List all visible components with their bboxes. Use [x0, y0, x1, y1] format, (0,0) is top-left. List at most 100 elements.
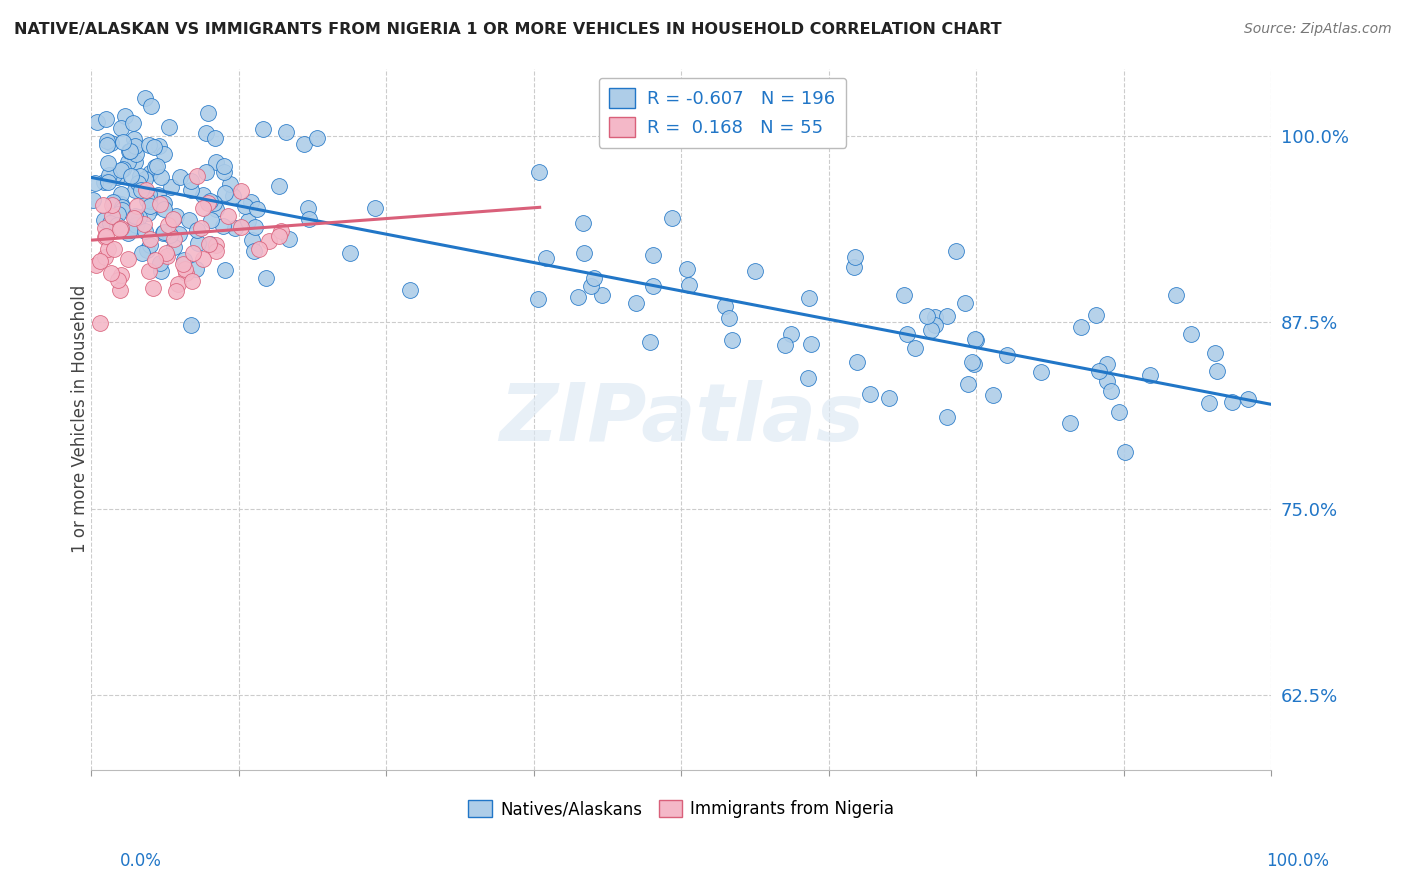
Point	[624, 295, 647, 310]
Point	[149, 197, 172, 211]
Point	[307, 131, 329, 145]
Point	[135, 183, 157, 197]
Point	[163, 232, 186, 246]
Point	[96, 134, 118, 148]
Text: ZIPatlas: ZIPatlas	[499, 380, 863, 458]
Point	[94, 220, 117, 235]
Point	[111, 202, 134, 217]
Point	[800, 337, 823, 351]
Point	[246, 202, 269, 216]
Point	[527, 293, 550, 307]
Point	[138, 187, 160, 202]
Point	[269, 228, 291, 243]
Point	[172, 257, 194, 271]
Point	[157, 120, 180, 134]
Point	[571, 216, 593, 230]
Point	[239, 194, 262, 209]
Point	[117, 154, 139, 169]
Point	[190, 221, 212, 235]
Point	[105, 218, 128, 232]
Point	[118, 223, 141, 237]
Point	[124, 138, 146, 153]
Point	[118, 144, 141, 158]
Point	[117, 226, 139, 240]
Legend: Natives/Alaskans, Immigrants from Nigeria: Natives/Alaskans, Immigrants from Nigeri…	[461, 793, 901, 825]
Point	[139, 99, 162, 113]
Point	[150, 264, 173, 278]
Point	[125, 216, 148, 230]
Text: Source: ZipAtlas.com: Source: ZipAtlas.com	[1244, 22, 1392, 37]
Point	[98, 216, 121, 230]
Point	[243, 220, 266, 235]
Point	[212, 164, 235, 178]
Point	[134, 224, 156, 238]
Point	[191, 252, 214, 267]
Point	[103, 168, 125, 182]
Point	[198, 236, 221, 251]
Point	[96, 137, 118, 152]
Point	[97, 156, 120, 170]
Point	[243, 244, 266, 258]
Point	[110, 268, 132, 282]
Point	[142, 140, 165, 154]
Point	[105, 169, 128, 184]
Point	[779, 327, 801, 342]
Point	[110, 197, 132, 211]
Text: 100.0%: 100.0%	[1265, 852, 1329, 870]
Point	[134, 91, 156, 105]
Point	[82, 193, 104, 207]
Point	[166, 277, 188, 291]
Point	[94, 230, 117, 244]
Point	[183, 245, 205, 260]
Point	[167, 227, 190, 242]
Point	[143, 160, 166, 174]
Point	[127, 177, 149, 191]
Point	[212, 159, 235, 173]
Point	[204, 238, 226, 252]
Point	[117, 252, 139, 266]
Point	[139, 232, 162, 246]
Point	[103, 195, 125, 210]
Point	[146, 159, 169, 173]
Point	[718, 311, 741, 326]
Point	[191, 187, 214, 202]
Point	[93, 212, 115, 227]
Point	[797, 371, 820, 385]
Point	[591, 288, 613, 302]
Point	[198, 236, 221, 251]
Point	[169, 169, 191, 184]
Point	[143, 253, 166, 268]
Point	[152, 226, 174, 240]
Point	[1114, 445, 1136, 459]
Point	[173, 262, 195, 277]
Point	[236, 214, 259, 228]
Point	[1059, 416, 1081, 430]
Point	[567, 290, 589, 304]
Point	[1095, 374, 1118, 388]
Point	[111, 162, 134, 177]
Point	[110, 222, 132, 236]
Point	[1070, 320, 1092, 334]
Point	[1088, 364, 1111, 378]
Point	[139, 199, 162, 213]
Point	[136, 243, 159, 257]
Point	[277, 232, 299, 246]
Point	[924, 318, 946, 333]
Point	[846, 354, 869, 368]
Point	[797, 291, 820, 305]
Point	[138, 238, 160, 252]
Point	[142, 281, 165, 295]
Point	[224, 221, 246, 235]
Point	[194, 164, 217, 178]
Point	[108, 283, 131, 297]
Point	[138, 137, 160, 152]
Point	[1198, 396, 1220, 410]
Point	[103, 242, 125, 256]
Point	[981, 388, 1004, 402]
Point	[204, 130, 226, 145]
Point	[217, 209, 239, 223]
Point	[174, 266, 197, 280]
Point	[572, 246, 595, 260]
Point	[1180, 327, 1202, 342]
Point	[963, 332, 986, 346]
